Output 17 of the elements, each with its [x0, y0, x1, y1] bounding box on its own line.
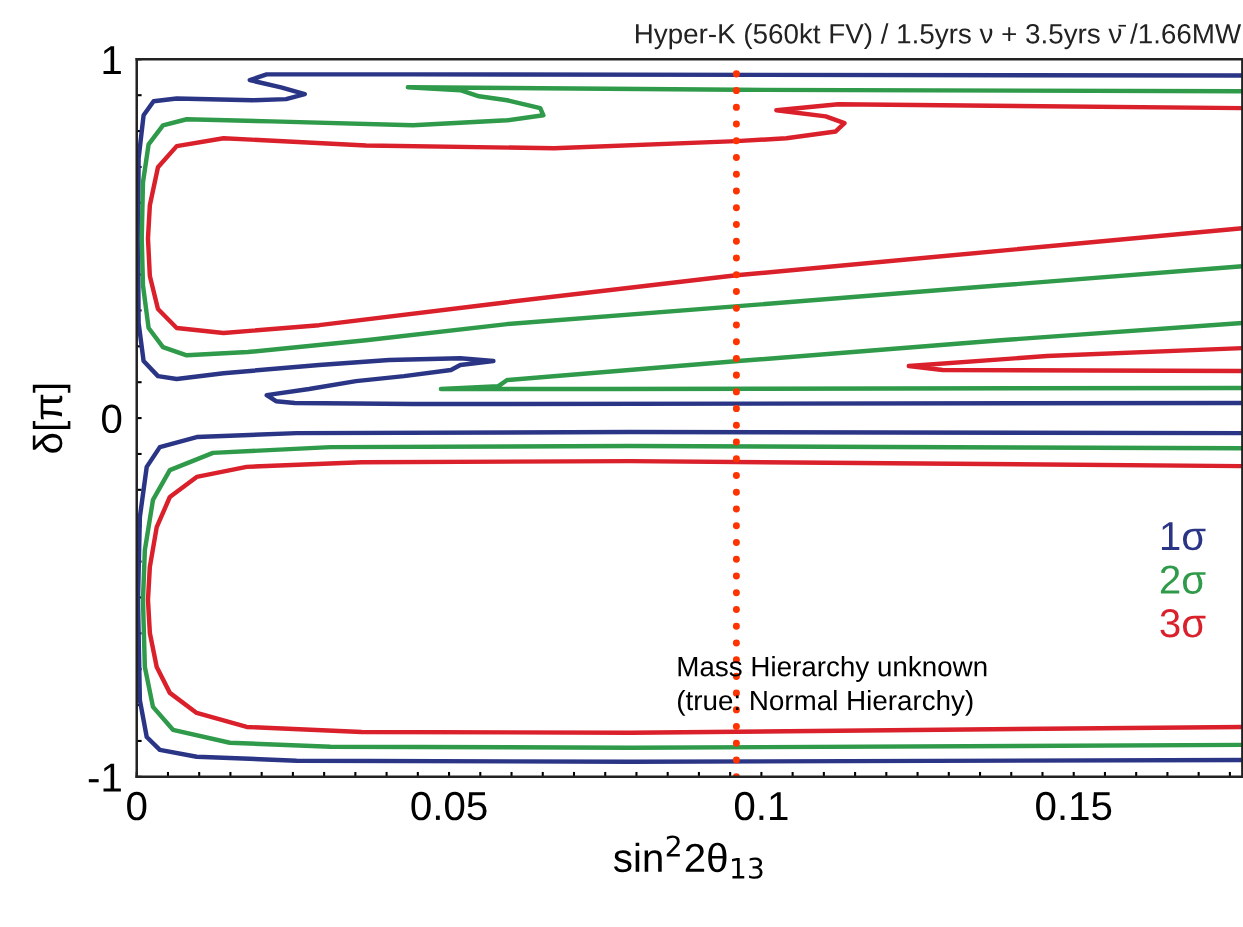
y-axis-title: δ[π]: [32, 384, 71, 453]
annotation: Mass Hierarchy unknown (true: Normal Hierarchy): [678, 656, 987, 716]
x-tick-label: 0.15: [1036, 791, 1112, 821]
line-series: [906, 345, 1243, 374]
chart-title: Hyper-K (560kt FV) / 1.5yrs ν + 3.5yrs ν̄ /1.66MW: [636, 23, 1242, 50]
line-series: [136, 72, 1243, 407]
text: 2σ: [1160, 565, 1206, 594]
y-tick-label: -1: [88, 763, 121, 792]
y-tick-label: 0: [102, 404, 122, 434]
y-tick-label: 1: [103, 46, 121, 74]
x-tick-label: 0.05: [411, 791, 487, 821]
x-tick-label: 0: [127, 791, 147, 821]
text: 1σ: [1161, 522, 1206, 551]
x-tick-label: 0.1: [734, 791, 788, 821]
x-axis-title: sin$^{2}$2θ$_{13}$: [613, 835, 763, 879]
line-series: [438, 320, 1243, 392]
text: 3σ: [1160, 608, 1206, 638]
